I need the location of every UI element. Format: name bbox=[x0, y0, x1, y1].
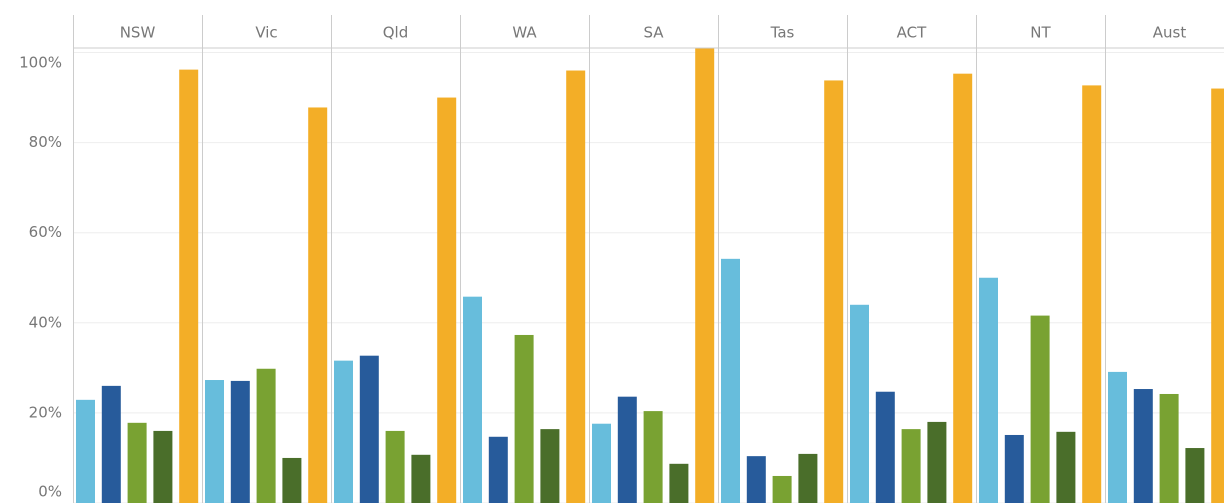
panel-label: SA bbox=[643, 24, 664, 42]
bar bbox=[1159, 393, 1179, 503]
bar bbox=[334, 360, 353, 503]
panel-label: Vic bbox=[255, 24, 277, 42]
bar bbox=[488, 436, 508, 503]
bar bbox=[359, 355, 379, 503]
bar bbox=[901, 429, 921, 503]
bar bbox=[101, 385, 121, 503]
bar bbox=[695, 48, 715, 503]
bar bbox=[463, 296, 482, 503]
bar bbox=[179, 69, 199, 503]
bar bbox=[1211, 88, 1224, 503]
plot-area bbox=[73, 48, 1224, 503]
bar bbox=[153, 430, 173, 503]
bar bbox=[979, 277, 998, 503]
bar bbox=[1056, 431, 1076, 503]
bar bbox=[1030, 315, 1050, 503]
bar bbox=[875, 391, 895, 503]
panel-label: Aust bbox=[1153, 24, 1187, 42]
y-tick-label: 100% bbox=[19, 54, 62, 72]
bar bbox=[746, 456, 766, 503]
panel-label: NT bbox=[1030, 24, 1051, 42]
panel-label: Tas bbox=[770, 24, 795, 42]
bar bbox=[230, 380, 250, 503]
bar bbox=[514, 334, 534, 503]
bar bbox=[1004, 434, 1024, 503]
bar bbox=[798, 453, 818, 503]
bar bbox=[256, 368, 276, 503]
panel-label: Qld bbox=[383, 24, 409, 42]
y-tick-label: 20% bbox=[29, 403, 62, 421]
bar bbox=[540, 429, 560, 503]
bar bbox=[437, 97, 457, 503]
bar bbox=[772, 475, 792, 503]
bar bbox=[282, 457, 302, 503]
y-tick-label: 80% bbox=[29, 133, 62, 151]
bar bbox=[850, 304, 869, 503]
bar bbox=[76, 399, 95, 503]
bar bbox=[669, 463, 689, 503]
bar bbox=[592, 423, 611, 503]
bar bbox=[617, 396, 637, 503]
panel-label: ACT bbox=[897, 24, 927, 42]
bar bbox=[1185, 448, 1205, 503]
bar bbox=[205, 380, 224, 503]
bar bbox=[824, 80, 844, 503]
bar bbox=[308, 107, 328, 503]
bar bbox=[1133, 389, 1153, 503]
bar bbox=[927, 421, 947, 503]
bar bbox=[643, 411, 663, 503]
bar bbox=[1082, 85, 1102, 503]
y-tick-label: 0% bbox=[38, 483, 62, 501]
bar bbox=[721, 258, 740, 503]
bar bbox=[411, 454, 431, 503]
y-tick-label: 40% bbox=[29, 313, 62, 331]
bar bbox=[127, 422, 147, 503]
bar bbox=[953, 73, 973, 503]
y-tick-label: 60% bbox=[29, 223, 62, 241]
bar bbox=[1108, 371, 1127, 503]
panel-label: NSW bbox=[120, 24, 156, 42]
bar bbox=[566, 70, 586, 503]
bar bbox=[385, 430, 405, 503]
panel-label: WA bbox=[512, 24, 537, 42]
